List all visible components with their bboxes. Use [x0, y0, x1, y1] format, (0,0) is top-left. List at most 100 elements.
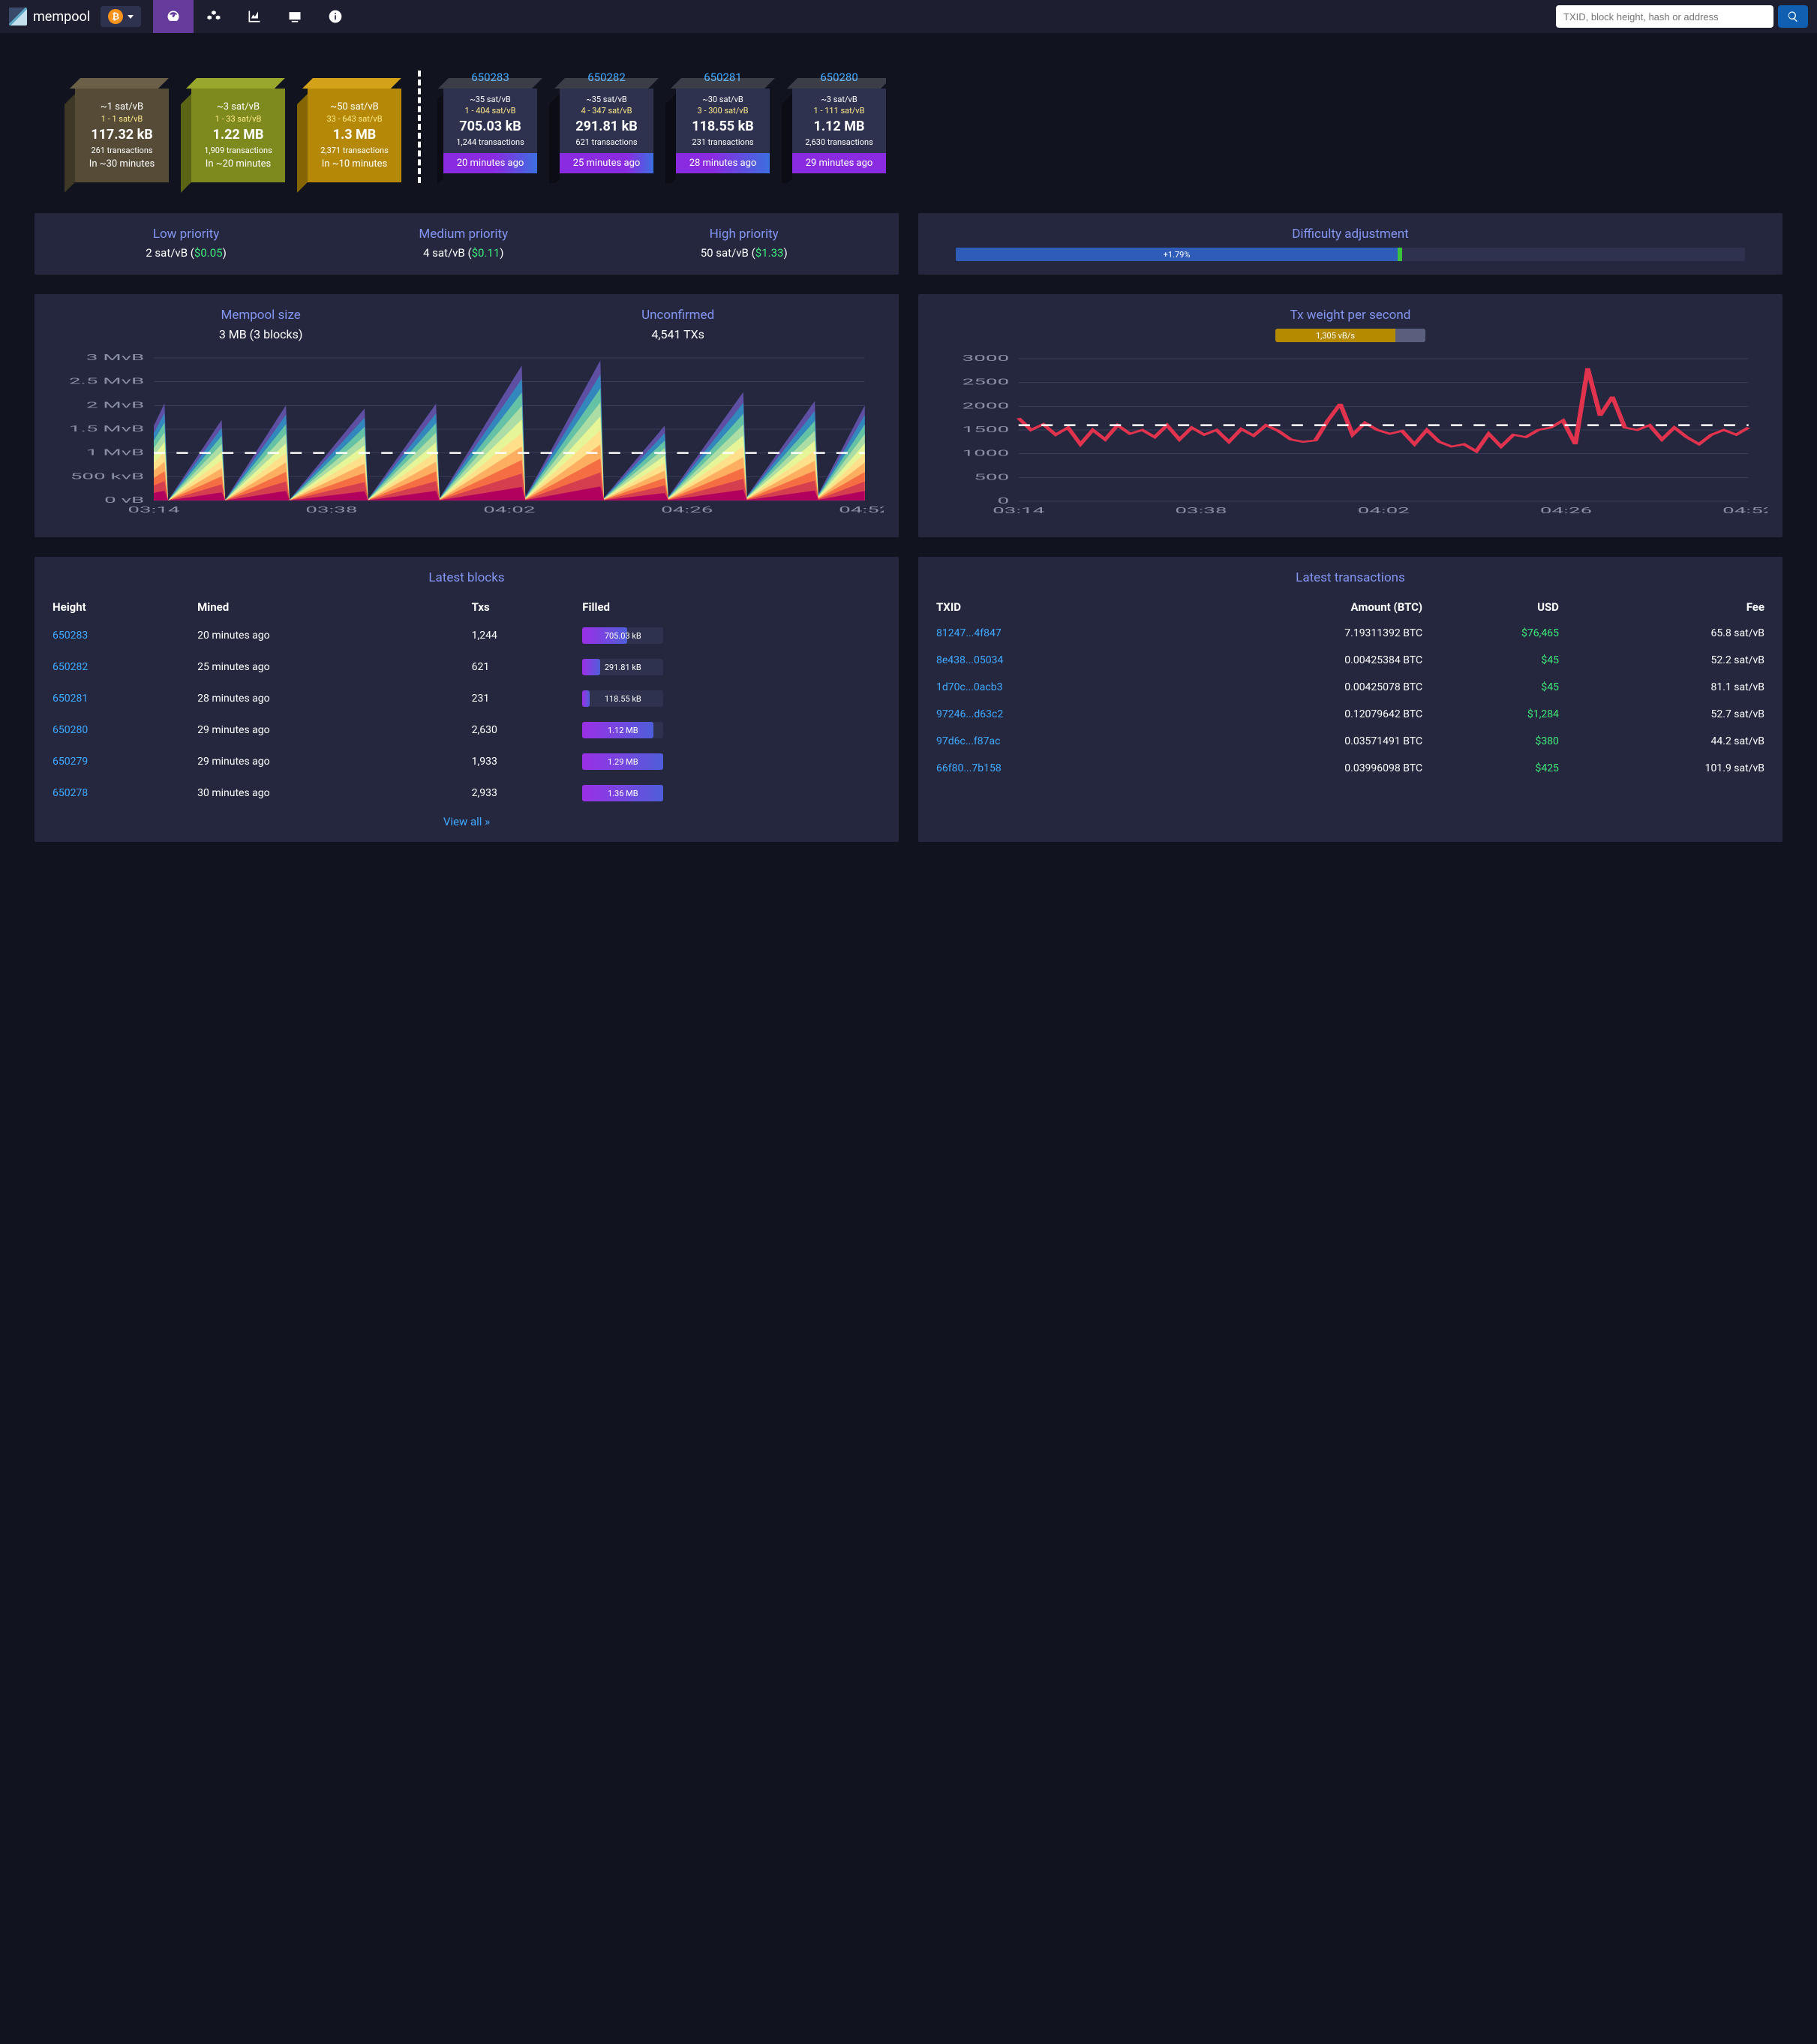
difficulty-green-marker [1398, 248, 1402, 261]
latest-blocks-title: Latest blocks [50, 570, 884, 585]
mined-block[interactable]: 650282 ~35 sat/vB 4 - 347 sat/vB 291.81 … [560, 71, 653, 183]
tx-fee: 52.2 sat/vB [1562, 647, 1767, 674]
txweight-bar-fill: 1,305 vB/s [1275, 329, 1395, 342]
block-txs: 2,630 [469, 714, 580, 746]
block-height-link[interactable]: 650279 [50, 746, 194, 777]
svg-text:03:38: 03:38 [1175, 506, 1227, 516]
txid-link[interactable]: 97d6c...f87ac [933, 728, 1162, 755]
info-icon [328, 9, 343, 24]
svg-text:0 vB: 0 vB [104, 495, 144, 505]
network-dropdown[interactable]: ₿ [101, 6, 141, 27]
tab-blocks[interactable] [194, 0, 234, 33]
pending-blocks: ~1 sat/vB 1 - 1 sat/vB 117.32 kB 261 tra… [35, 71, 401, 183]
table-row[interactable]: 81247...4f847 7.19311392 BTC $76,465 65.… [933, 620, 1767, 647]
tab-dashboard[interactable] [153, 0, 194, 33]
table-row[interactable]: 650279 29 minutes ago 1,933 1.29 MB [50, 746, 884, 777]
table-row[interactable]: 97246...d63c2 0.12079642 BTC $1,284 52.7… [933, 701, 1767, 728]
svg-text:1500: 1500 [963, 425, 1009, 434]
block-filled: 1.29 MB [579, 746, 884, 777]
block-filled: 291.81 kB [579, 651, 884, 683]
table-row[interactable]: 97d6c...f87ac 0.03571491 BTC $380 44.2 s… [933, 728, 1767, 755]
svg-text:03:14: 03:14 [993, 506, 1044, 516]
block-txs: 621 [469, 651, 580, 683]
mempool-panel: Mempool size 3 MB (3 blocks) Unconfirmed… [35, 294, 899, 537]
main-content: ~1 sat/vB 1 - 1 sat/vB 117.32 kB 261 tra… [0, 33, 1817, 857]
logo[interactable]: mempool [9, 8, 90, 26]
table-row[interactable]: 650282 25 minutes ago 621 291.81 kB [50, 651, 884, 683]
tab-tv[interactable] [275, 0, 315, 33]
block-filled: 705.03 kB [579, 620, 884, 651]
chart-area-icon [247, 9, 262, 24]
priority-low-label: Low priority [146, 227, 227, 242]
latest-txs-title: Latest transactions [933, 570, 1767, 585]
tx-fee: 81.1 sat/vB [1562, 674, 1767, 701]
block-height-link[interactable]: 650280 [50, 714, 194, 746]
txid-link[interactable]: 8e438...05034 [933, 647, 1162, 674]
difficulty-bar: +1.79% [956, 248, 1745, 261]
block-height-link[interactable]: 650278 [50, 777, 194, 809]
table-row[interactable]: 650278 30 minutes ago 2,933 1.36 MB [50, 777, 884, 809]
panels-grid: Low priority 2 sat/vB ($0.05) Medium pri… [35, 213, 1782, 842]
priority-low-value: 2 sat/vB ($0.05) [146, 246, 227, 260]
block-mined: 29 minutes ago [194, 714, 469, 746]
unconfirmed: Unconfirmed 4,541 TXs [641, 308, 714, 341]
svg-text:0: 0 [997, 496, 1009, 506]
priority-high-label: High priority [701, 227, 788, 242]
block-mined: 30 minutes ago [194, 777, 469, 809]
strip-divider [418, 71, 421, 183]
latest-blocks-table: HeightMinedTxsFilled 650283 20 minutes a… [50, 594, 884, 809]
block-txs: 231 [469, 683, 580, 714]
svg-text:500 kvB: 500 kvB [71, 471, 145, 481]
block-height-link[interactable]: 650282 [50, 651, 194, 683]
txid-link[interactable]: 97246...d63c2 [933, 701, 1162, 728]
view-all-link[interactable]: View all » [50, 815, 884, 828]
priority-panel: Low priority 2 sat/vB ($0.05) Medium pri… [35, 213, 899, 275]
search-icon [1787, 11, 1799, 23]
tx-amount: 0.00425384 BTC [1162, 647, 1425, 674]
svg-text:04:02: 04:02 [1358, 506, 1410, 516]
priority-medium-label: Medium priority [419, 227, 508, 242]
pending-block[interactable]: ~50 sat/vB 33 - 643 sat/vB 1.3 MB 2,371 … [308, 71, 401, 183]
svg-text:2500: 2500 [963, 377, 1009, 387]
table-row[interactable]: 650280 29 minutes ago 2,630 1.12 MB [50, 714, 884, 746]
block-mined: 29 minutes ago [194, 746, 469, 777]
tx-amount: 7.19311392 BTC [1162, 620, 1425, 647]
table-row[interactable]: 8e438...05034 0.00425384 BTC $45 52.2 sa… [933, 647, 1767, 674]
difficulty-fill: +1.79% [956, 248, 1398, 261]
tv-icon [287, 9, 302, 24]
priority-low: Low priority 2 sat/vB ($0.05) [146, 227, 227, 260]
table-row[interactable]: 66f80...7b158 0.03996098 BTC $425 101.9 … [933, 755, 1767, 782]
table-row[interactable]: 1d70c...0acb3 0.00425078 BTC $45 81.1 sa… [933, 674, 1767, 701]
priority-medium: Medium priority 4 sat/vB ($0.11) [419, 227, 508, 260]
chevron-down-icon [128, 15, 134, 19]
block-mined: 20 minutes ago [194, 620, 469, 651]
txid-link[interactable]: 66f80...7b158 [933, 755, 1162, 782]
priority-high: High priority 50 sat/vB ($1.33) [701, 227, 788, 260]
pending-block[interactable]: ~3 sat/vB 1 - 33 sat/vB 1.22 MB 1,909 tr… [191, 71, 285, 183]
block-filled: 118.55 kB [579, 683, 884, 714]
svg-text:2 MvB: 2 MvB [86, 400, 145, 410]
nav-tabs [153, 0, 356, 33]
table-row[interactable]: 650281 28 minutes ago 231 118.55 kB [50, 683, 884, 714]
tab-about[interactable] [315, 0, 356, 33]
block-height-link[interactable]: 650281 [50, 683, 194, 714]
unconfirmed-label: Unconfirmed [641, 308, 714, 323]
pending-block[interactable]: ~1 sat/vB 1 - 1 sat/vB 117.32 kB 261 tra… [75, 71, 169, 183]
txid-link[interactable]: 1d70c...0acb3 [933, 674, 1162, 701]
tx-fee: 101.9 sat/vB [1562, 755, 1767, 782]
mined-block[interactable]: 650281 ~30 sat/vB 3 - 300 sat/vB 118.55 … [676, 71, 770, 183]
txid-link[interactable]: 81247...4f847 [933, 620, 1162, 647]
latest-txs-table: TXIDAmount (BTC)USDFee 81247...4f847 7.1… [933, 594, 1767, 782]
tab-graphs[interactable] [234, 0, 275, 33]
mined-block[interactable]: 650283 ~35 sat/vB 1 - 404 sat/vB 705.03 … [443, 71, 537, 183]
svg-text:03:14: 03:14 [128, 505, 179, 515]
block-height-link[interactable]: 650283 [50, 620, 194, 651]
logo-icon [9, 8, 27, 26]
svg-text:04:02: 04:02 [483, 505, 535, 515]
mined-block[interactable]: 650280 ~3 sat/vB 1 - 111 sat/vB 1.12 MB … [792, 71, 886, 183]
search-input[interactable] [1556, 5, 1773, 28]
txweight-panel: Tx weight per second 1,305 vB/s 05001000… [918, 294, 1782, 537]
table-row[interactable]: 650283 20 minutes ago 1,244 705.03 kB [50, 620, 884, 651]
svg-text:1000: 1000 [963, 449, 1009, 458]
search-button[interactable] [1778, 5, 1808, 28]
